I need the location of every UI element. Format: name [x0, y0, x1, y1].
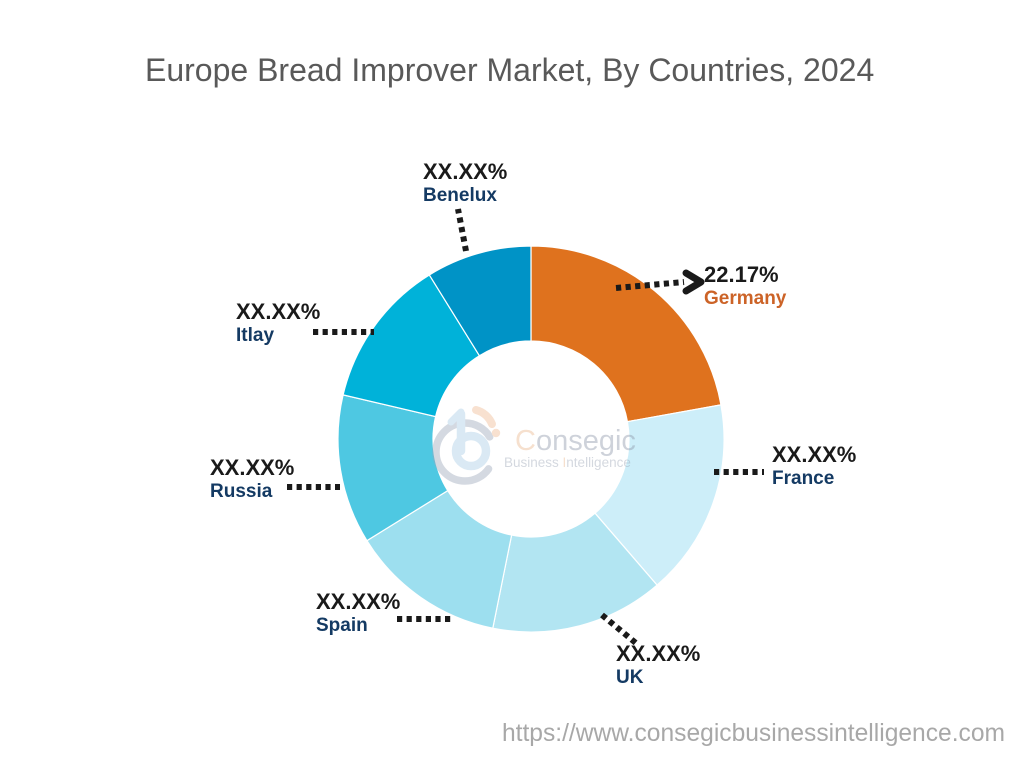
svg-text:Business Intelligence: Business Intelligence [504, 455, 631, 470]
svg-text:Consegic: Consegic [515, 425, 636, 457]
